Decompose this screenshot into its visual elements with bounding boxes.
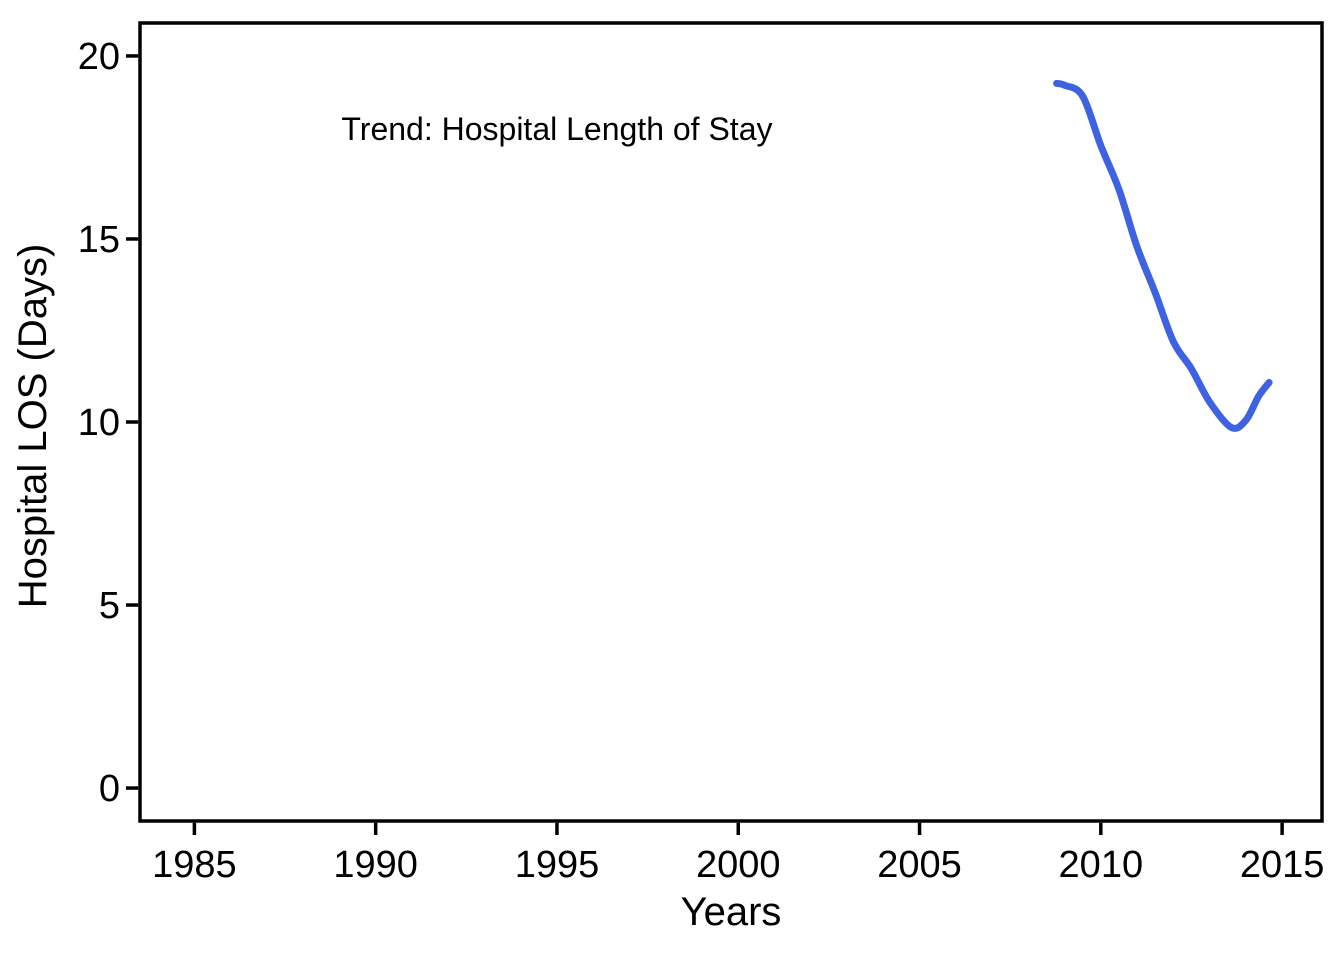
x-tick-label: 1985 bbox=[152, 844, 237, 886]
y-tick-label: 0 bbox=[99, 768, 120, 810]
y-tick-label: 5 bbox=[99, 585, 120, 627]
x-axis-ticks: 1985 1990 1995 2000 2005 2010 2015 bbox=[152, 822, 1325, 886]
y-axis-title: Hospital LOS (Days) bbox=[11, 244, 55, 609]
x-axis-title: Years bbox=[681, 890, 782, 934]
x-tick-label: 2000 bbox=[696, 844, 781, 886]
x-tick-label: 1990 bbox=[333, 844, 418, 886]
y-tick-label: 15 bbox=[78, 219, 120, 261]
annotation-text: Trend: Hospital Length of Stay bbox=[341, 111, 772, 147]
trend-line bbox=[1053, 79, 1273, 432]
x-tick-label: 2015 bbox=[1240, 844, 1325, 886]
y-tick-label: 10 bbox=[78, 402, 120, 444]
y-tick-label: 20 bbox=[78, 36, 120, 78]
plot-panel-border bbox=[138, 21, 1324, 823]
x-tick-label: 1995 bbox=[515, 844, 600, 886]
x-tick-label: 2005 bbox=[877, 844, 962, 886]
y-axis-ticks: 0 5 10 15 20 bbox=[78, 36, 139, 810]
x-tick-label: 2010 bbox=[1059, 844, 1144, 886]
